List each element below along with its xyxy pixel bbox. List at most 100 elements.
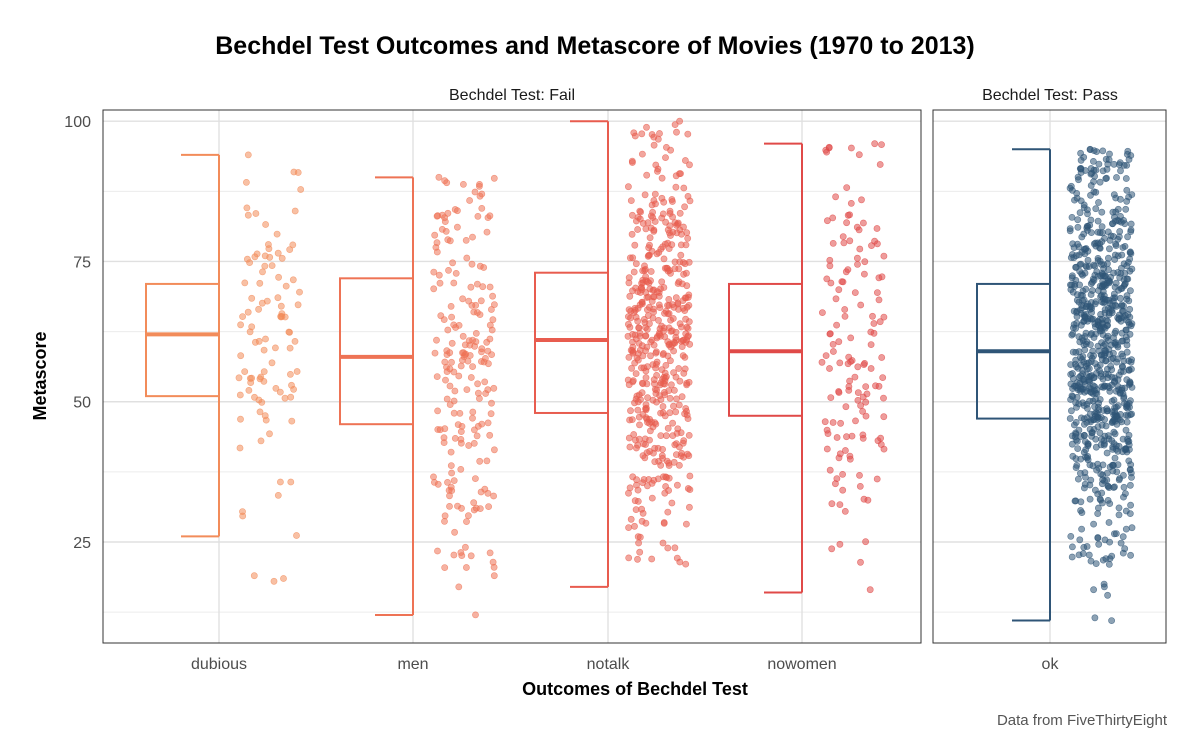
data-point-notalk [630, 129, 638, 137]
data-point-nowomen [873, 225, 881, 232]
data-point-notalk [658, 174, 666, 182]
data-point-notalk [633, 444, 640, 452]
data-point-dubious [270, 577, 278, 585]
data-point-ok [1073, 461, 1081, 469]
data-point-ok [1078, 414, 1085, 422]
data-point-dubious [256, 279, 264, 287]
data-point-dubious [275, 273, 282, 281]
data-point-notalk [630, 431, 638, 438]
data-point-dubious [245, 386, 253, 394]
y-tick-label: 50 [73, 395, 91, 412]
data-point-notalk [664, 424, 672, 432]
data-point-dubious [274, 491, 282, 499]
data-point-notalk [639, 150, 646, 158]
data-point-dubious [290, 168, 298, 176]
data-point-ok [1069, 272, 1076, 280]
data-point-ok [1119, 337, 1127, 345]
data-point-notalk [686, 472, 694, 480]
data-point-ok [1068, 553, 1076, 561]
data-point-ok [1110, 349, 1117, 357]
data-point-notalk [631, 399, 638, 407]
data-point-ok [1108, 366, 1116, 374]
data-point-ok [1122, 426, 1130, 434]
data-point-men [474, 389, 482, 397]
data-point-notalk [677, 251, 685, 259]
data-point-men [459, 295, 466, 303]
data-point-notalk [643, 404, 650, 412]
data-point-ok [1123, 186, 1131, 194]
box-notalk [534, 271, 609, 414]
data-point-men [463, 254, 471, 262]
data-point-notalk [675, 278, 683, 286]
data-point-notalk [659, 210, 667, 218]
data-point-ok [1121, 269, 1129, 277]
data-point-dubious [235, 374, 243, 382]
data-point-ok [1128, 473, 1135, 481]
data-point-ok [1094, 413, 1102, 421]
data-point-ok [1117, 167, 1124, 175]
data-point-notalk [665, 474, 673, 482]
data-point-notalk [655, 289, 663, 296]
data-point-ok [1101, 295, 1109, 303]
data-point-men [449, 259, 456, 267]
data-point-men [481, 354, 489, 362]
data-point-ok [1098, 435, 1105, 443]
data-point-ok [1082, 446, 1090, 454]
data-point-ok [1112, 279, 1120, 287]
data-point-dubious [261, 262, 269, 270]
data-point-notalk [636, 215, 644, 223]
data-point-notalk [651, 380, 658, 388]
data-point-dubious [248, 294, 256, 302]
data-point-notalk [625, 554, 633, 562]
data-point-notalk [668, 196, 676, 203]
data-point-ok [1087, 191, 1094, 199]
data-point-ok [1087, 557, 1095, 565]
data-point-dubious [271, 344, 279, 352]
data-point-ok [1073, 194, 1081, 202]
data-point-ok [1103, 469, 1111, 477]
data-point-notalk [638, 286, 646, 294]
data-point-ok [1074, 216, 1082, 224]
data-point-notalk [631, 241, 639, 249]
data-point-ok [1092, 205, 1100, 213]
data-point-ok [1124, 233, 1131, 241]
data-point-notalk [634, 406, 642, 414]
data-point-ok [1066, 227, 1074, 235]
data-point-nowomen [880, 394, 887, 402]
data-point-notalk [657, 409, 664, 417]
data-point-dubious [266, 430, 273, 438]
data-point-nowomen [843, 219, 850, 227]
data-point-men [437, 312, 445, 320]
data-point-notalk [658, 194, 666, 202]
data-point-notalk [634, 497, 642, 505]
data-point-men [479, 283, 487, 291]
data-point-notalk [631, 522, 638, 530]
data-point-notalk [636, 329, 644, 337]
data-point-nowomen [840, 239, 848, 247]
data-point-notalk [650, 226, 658, 234]
facet-strip-label-fail: Bechdel Test: Fail [449, 87, 575, 104]
data-point-ok [1067, 533, 1075, 540]
data-point-notalk [629, 254, 637, 262]
data-point-men [430, 473, 437, 481]
data-point-ok [1091, 271, 1099, 279]
data-point-men [483, 228, 491, 236]
data-point-ok [1092, 435, 1100, 443]
data-point-ok [1072, 276, 1080, 284]
data-point-men [448, 313, 455, 321]
data-point-men [484, 360, 492, 368]
data-point-ok [1083, 365, 1091, 373]
data-point-notalk [673, 128, 680, 136]
data-point-ok [1077, 353, 1084, 361]
data-point-notalk [671, 121, 679, 128]
data-point-men [434, 547, 441, 555]
data-point-men [481, 378, 489, 386]
data-point-men [448, 469, 455, 477]
data-point-notalk [628, 416, 636, 423]
data-point-nowomen [877, 441, 885, 448]
data-point-notalk [662, 154, 669, 161]
data-point-ok [1114, 205, 1122, 213]
data-point-notalk [684, 234, 692, 242]
data-point-notalk [683, 407, 690, 415]
data-point-ok [1089, 382, 1097, 390]
